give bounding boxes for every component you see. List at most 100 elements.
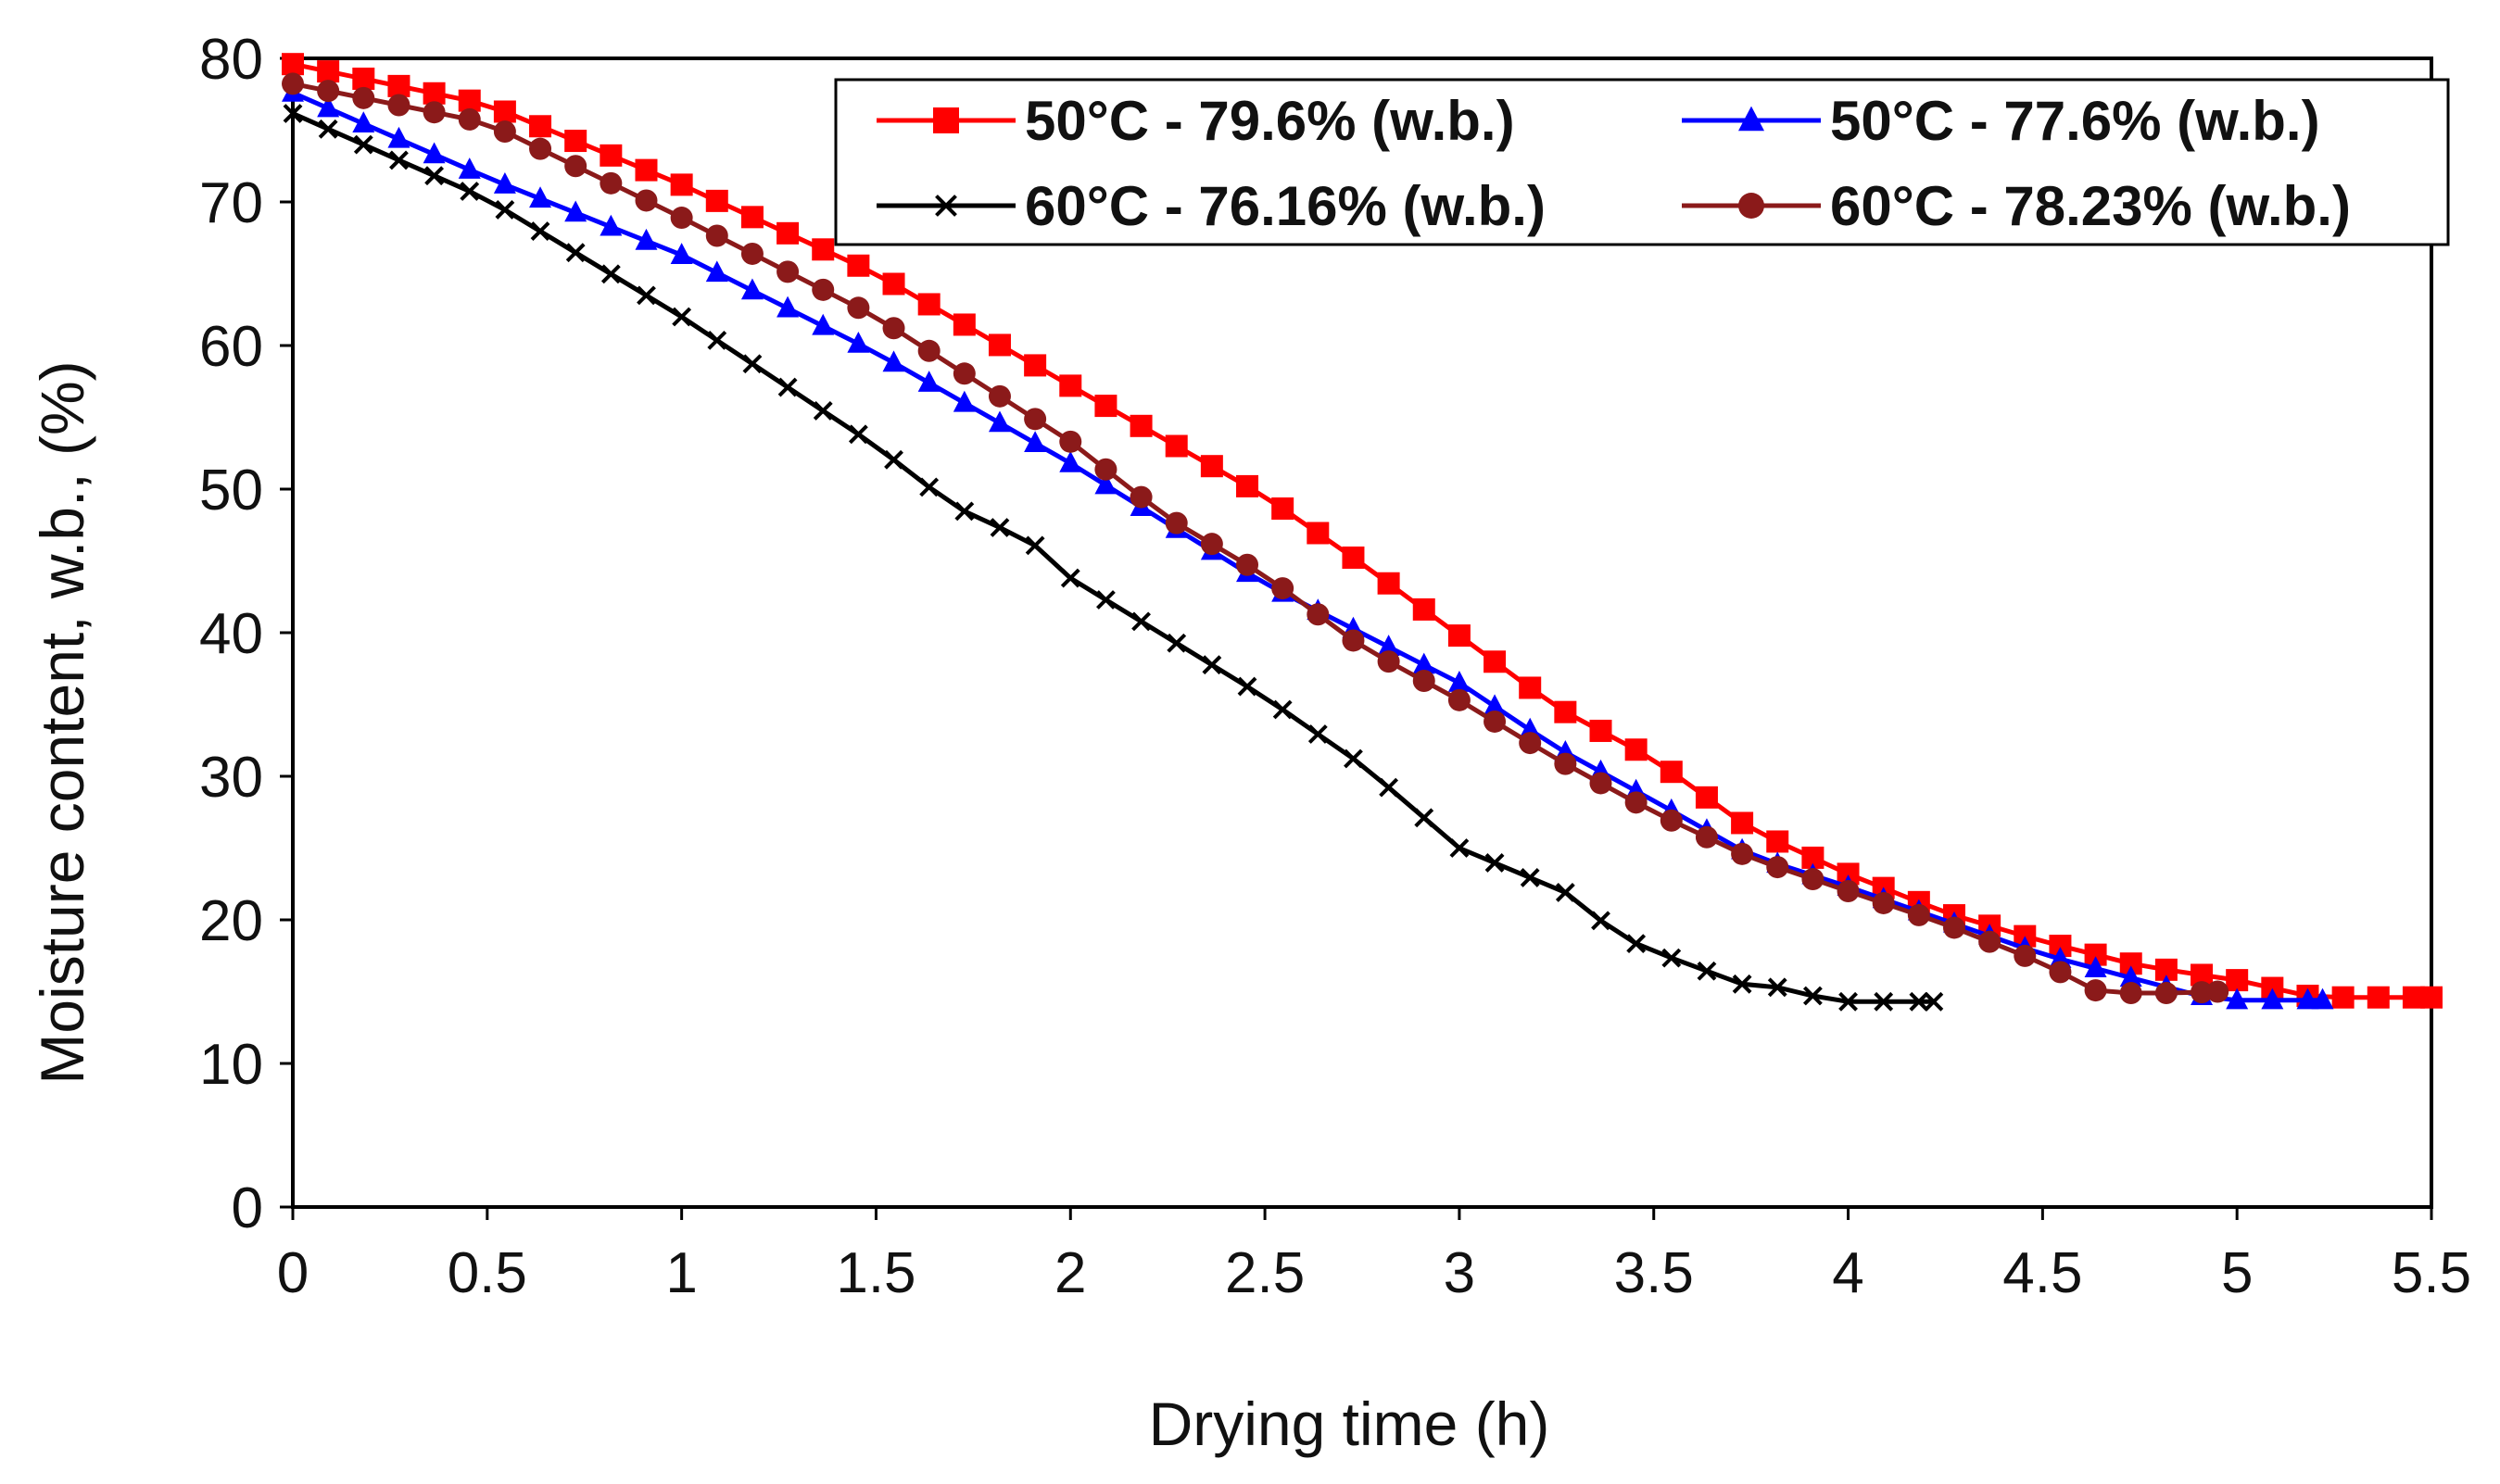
y-tick-label: 20 bbox=[199, 889, 263, 953]
data-point bbox=[460, 182, 480, 201]
data-point bbox=[2367, 986, 2390, 1009]
data-point bbox=[917, 371, 941, 392]
x-tick-label: 5.5 bbox=[2392, 1241, 2471, 1305]
data-point bbox=[777, 296, 800, 318]
data-point bbox=[1738, 193, 1764, 219]
data-point bbox=[635, 228, 658, 250]
data-point bbox=[2296, 987, 2319, 1010]
data-point bbox=[1412, 597, 1435, 621]
data-point bbox=[1731, 811, 1754, 835]
data-point bbox=[1766, 830, 1789, 853]
data-point bbox=[1165, 511, 1188, 534]
data-point bbox=[1024, 408, 1047, 431]
data-point bbox=[1697, 961, 1717, 981]
x-tick-label: 1 bbox=[665, 1241, 697, 1305]
data-point bbox=[1591, 911, 1610, 931]
data-point bbox=[1024, 431, 1047, 452]
data-point bbox=[1449, 838, 1470, 858]
y-tick-label: 50 bbox=[199, 459, 263, 522]
data-point bbox=[1909, 991, 1929, 1012]
data-point bbox=[1872, 891, 1895, 914]
data-point bbox=[2049, 961, 2072, 984]
data-point bbox=[1837, 880, 1860, 902]
y-tick-label: 30 bbox=[199, 746, 263, 810]
legend-label: 50°C - 79.6% (w.b.) bbox=[1025, 90, 1515, 152]
data-point bbox=[1978, 930, 2001, 953]
y-tick-label: 10 bbox=[199, 1033, 263, 1097]
legend-entry: 60°C - 76.16% (w.b.) bbox=[877, 175, 1546, 237]
x-axis-title: Drying time (h) bbox=[1149, 1390, 1550, 1458]
data-point bbox=[2119, 982, 2142, 1005]
data-point bbox=[1377, 572, 1400, 595]
data-point bbox=[1130, 414, 1153, 437]
data-point bbox=[1907, 903, 1930, 926]
data-point bbox=[1167, 633, 1187, 653]
data-point bbox=[1202, 655, 1222, 675]
data-point bbox=[493, 172, 516, 194]
series-3 bbox=[283, 104, 1944, 1012]
y-tick-label: 60 bbox=[199, 315, 263, 379]
data-point bbox=[1414, 808, 1434, 828]
data-point bbox=[565, 243, 586, 263]
y-tick-label: 70 bbox=[199, 171, 263, 235]
data-point bbox=[812, 278, 835, 301]
data-point bbox=[318, 119, 338, 139]
data-point bbox=[1236, 474, 1259, 497]
data-point bbox=[1165, 434, 1188, 458]
x-tick-label: 1.5 bbox=[836, 1241, 915, 1305]
x-tick-label: 2.5 bbox=[1225, 1241, 1305, 1305]
data-point bbox=[1447, 624, 1471, 648]
data-point bbox=[2311, 987, 2334, 1010]
data-point bbox=[953, 362, 976, 385]
data-point bbox=[813, 401, 833, 421]
data-point bbox=[1344, 748, 1363, 769]
data-point bbox=[1307, 724, 1328, 744]
data-point bbox=[1738, 106, 1764, 132]
data-point bbox=[882, 350, 905, 372]
data-point bbox=[1942, 916, 1965, 939]
y-axis-title: Moisture content, w.b., (%) bbox=[28, 360, 96, 1084]
data-point bbox=[1342, 546, 1365, 569]
data-point bbox=[705, 224, 728, 247]
data-point bbox=[2206, 980, 2229, 1003]
data-point bbox=[1094, 458, 1117, 481]
data-point bbox=[423, 82, 446, 105]
data-point bbox=[882, 317, 905, 340]
data-point bbox=[847, 331, 870, 353]
data-point bbox=[933, 107, 959, 133]
data-point bbox=[2084, 956, 2107, 978]
data-point bbox=[847, 254, 870, 277]
data-point bbox=[988, 333, 1011, 357]
x-tick-label: 3.5 bbox=[1614, 1241, 1694, 1305]
data-point bbox=[1377, 650, 1400, 673]
x-tick-label: 4.5 bbox=[2002, 1241, 2082, 1305]
data-point bbox=[317, 60, 340, 83]
data-point bbox=[1059, 374, 1082, 397]
data-point bbox=[1272, 699, 1293, 720]
x-axis: 0 0.5 1 1.5 2 2.5 3 3.5 4 4.5 5 5.5 bbox=[277, 1207, 2471, 1305]
data-point bbox=[812, 313, 835, 335]
data-point bbox=[353, 134, 373, 155]
data-point bbox=[387, 94, 410, 117]
x-tick-label: 0 bbox=[277, 1241, 309, 1305]
data-point bbox=[1307, 603, 1330, 626]
data-point bbox=[707, 330, 727, 350]
data-point bbox=[2261, 987, 2284, 1010]
legend-entry: 50°C - 77.6% (w.b.) bbox=[1682, 90, 2320, 152]
data-point bbox=[423, 142, 446, 164]
data-point bbox=[495, 200, 515, 220]
y-tick-label: 80 bbox=[199, 28, 263, 92]
data-point bbox=[1695, 786, 1718, 809]
data-point bbox=[1519, 676, 1542, 699]
data-point bbox=[670, 207, 693, 230]
data-point bbox=[1094, 395, 1117, 418]
data-point bbox=[777, 377, 798, 397]
data-point bbox=[917, 293, 941, 316]
data-point bbox=[493, 100, 516, 123]
data-point bbox=[847, 296, 870, 320]
data-point bbox=[1271, 497, 1294, 520]
legend-entry: 50°C - 79.6% (w.b.) bbox=[877, 90, 1515, 152]
y-axis: 0 10 20 30 40 50 60 70 80 bbox=[199, 28, 293, 1240]
data-point bbox=[1624, 791, 1648, 814]
